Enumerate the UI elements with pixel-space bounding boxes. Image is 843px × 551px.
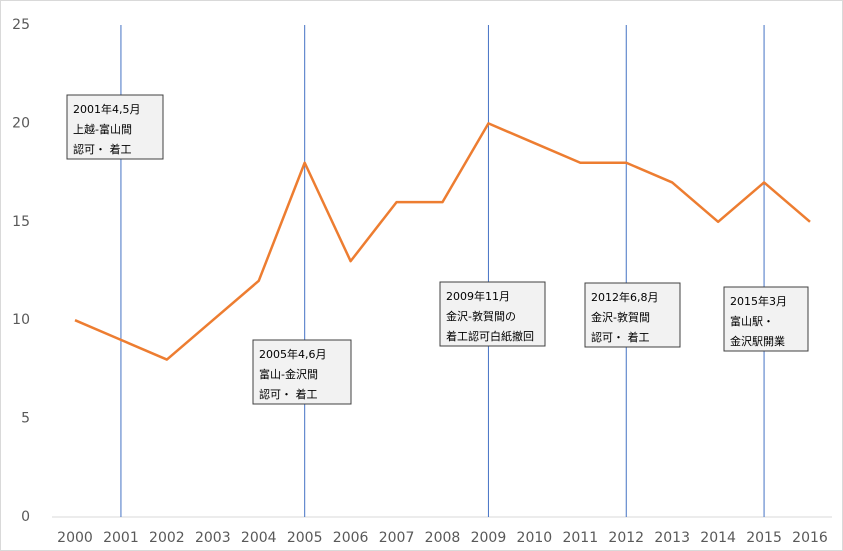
x-tick-label: 2013 bbox=[654, 530, 690, 546]
y-tick-label: 15 bbox=[12, 214, 30, 230]
annotation-box bbox=[439, 281, 546, 347]
y-tick-label: 25 bbox=[12, 17, 30, 33]
annotation-text: 認可・ 着工 bbox=[73, 142, 132, 156]
annotation-text: 2012年6,8月 bbox=[591, 290, 659, 304]
x-tick-label: 2015 bbox=[746, 530, 782, 546]
annotation-box bbox=[252, 339, 352, 405]
x-tick-label: 2008 bbox=[425, 530, 461, 546]
annotation-box bbox=[66, 94, 164, 160]
annotation-text: 上越-富山間 bbox=[73, 122, 132, 136]
x-tick-label: 2011 bbox=[562, 530, 598, 546]
x-tick-label: 2016 bbox=[792, 530, 828, 546]
x-tick-label: 2014 bbox=[700, 530, 736, 546]
annotation-text: 2015年3月 bbox=[730, 294, 787, 308]
x-tick-label: 2005 bbox=[287, 530, 323, 546]
annotation-text: 金沢-敦賀間の bbox=[446, 309, 516, 323]
x-tick-label: 2010 bbox=[517, 530, 553, 546]
annotation-text: 富山駅・ bbox=[730, 314, 774, 328]
annotation-text: 認可・ 着工 bbox=[259, 387, 318, 401]
annotation-text: 金沢-敦賀間 bbox=[591, 310, 650, 324]
data-line bbox=[74, 122, 811, 361]
annotation-text: 富山-金沢間 bbox=[259, 367, 318, 381]
annotation-box bbox=[584, 282, 681, 348]
x-tick-label: 2002 bbox=[149, 530, 185, 546]
x-tick-label: 2000 bbox=[57, 530, 93, 546]
y-tick-label: 5 bbox=[21, 411, 30, 427]
x-tick-label: 2012 bbox=[608, 530, 644, 546]
y-tick-label: 10 bbox=[12, 312, 30, 328]
x-tick-label: 2006 bbox=[333, 530, 369, 546]
annotation-box bbox=[723, 286, 809, 352]
x-tick-label: 2001 bbox=[103, 530, 139, 546]
x-tick-label: 2004 bbox=[241, 530, 277, 546]
y-tick-label: 0 bbox=[21, 509, 30, 525]
annotation-text: 金沢駅開業 bbox=[730, 334, 785, 348]
x-tick-label: 2009 bbox=[471, 530, 507, 546]
annotation-text: 2001年4,5月 bbox=[73, 102, 141, 116]
x-tick-label: 2007 bbox=[379, 530, 415, 546]
annotation-text: 認可・ 着工 bbox=[591, 330, 650, 344]
x-tick-label: 2003 bbox=[195, 530, 231, 546]
annotation-text: 2009年11月 bbox=[446, 289, 510, 303]
y-tick-label: 20 bbox=[12, 115, 30, 131]
annotation-text: 2005年4,6月 bbox=[259, 347, 327, 361]
annotation-text: 着工認可白紙撤回 bbox=[446, 329, 534, 343]
